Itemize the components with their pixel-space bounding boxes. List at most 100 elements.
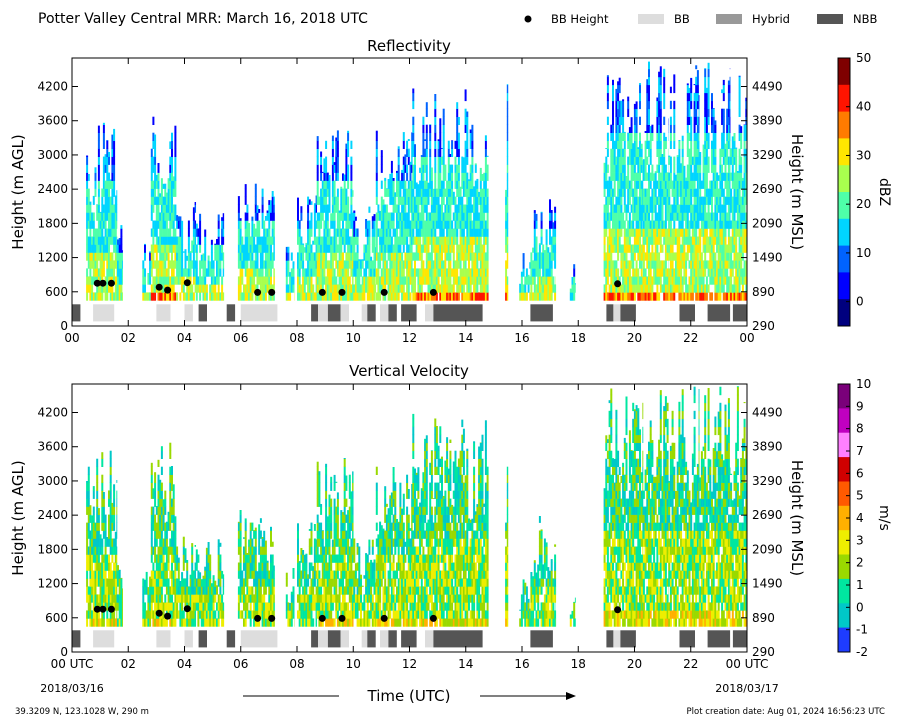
echo-cell xyxy=(360,259,362,261)
echo-cell xyxy=(659,180,662,189)
echo-cell xyxy=(693,284,696,293)
echo-cell xyxy=(673,212,676,221)
echo-cell xyxy=(412,252,415,261)
echo-cell xyxy=(414,144,416,149)
echo-cell xyxy=(456,220,459,229)
echo-cell xyxy=(727,172,730,181)
echo-cell xyxy=(159,276,162,285)
echo-cell xyxy=(633,156,636,165)
echo-cell xyxy=(150,156,153,165)
echo-period xyxy=(285,246,295,301)
echo-cell xyxy=(668,188,671,197)
echo-cell xyxy=(320,284,323,293)
echo-cell xyxy=(441,236,443,245)
echo-cell xyxy=(248,292,251,301)
echo-cell xyxy=(686,83,689,86)
echo-cell xyxy=(610,180,613,189)
echo-cell xyxy=(654,172,657,181)
echo-cell xyxy=(695,172,698,181)
echo-cell xyxy=(680,164,683,173)
echo-cell xyxy=(690,212,693,221)
echo-cell xyxy=(612,260,614,269)
echo-cell xyxy=(466,244,469,253)
echo-cell xyxy=(174,292,177,301)
echo-cell xyxy=(620,108,623,117)
echo-cell xyxy=(99,292,102,301)
y-tick-label: 2400 xyxy=(37,182,68,196)
echo-cell xyxy=(442,260,445,269)
echo-cell xyxy=(270,292,272,301)
echo-cell xyxy=(644,196,647,205)
echo-cell xyxy=(442,188,445,197)
echo-cell xyxy=(663,84,666,94)
echo-cell xyxy=(429,292,432,301)
echo-cell xyxy=(411,180,413,189)
echo-cell xyxy=(354,252,357,261)
echo-cell xyxy=(603,244,606,253)
echo-cell xyxy=(481,252,484,261)
echo-cell xyxy=(696,220,699,229)
echo-cell xyxy=(663,92,666,102)
echo-cell xyxy=(454,180,457,189)
echo-cell xyxy=(712,108,715,117)
echo-cell xyxy=(693,124,696,133)
echo-cell xyxy=(705,172,708,181)
echo-cell xyxy=(637,284,640,293)
echo-cell xyxy=(505,292,508,301)
echo-cell xyxy=(484,284,487,293)
echo-cell xyxy=(92,570,95,579)
echo-cell xyxy=(113,276,116,285)
echo-cell xyxy=(633,212,636,221)
echo-cell xyxy=(730,260,733,269)
echo-cell xyxy=(192,228,195,237)
echo-cell xyxy=(612,108,614,117)
echo-cell xyxy=(352,252,354,261)
echo-cell xyxy=(419,236,422,245)
echo-cell xyxy=(365,284,368,293)
echo-cell xyxy=(648,212,650,221)
echo-cell xyxy=(292,268,295,277)
echo-cell xyxy=(608,260,611,269)
echo-cell xyxy=(623,252,626,261)
echo-cell xyxy=(432,188,435,197)
echo-cell xyxy=(261,276,264,285)
echo-cell xyxy=(427,196,430,205)
echo-cell xyxy=(730,284,733,293)
echo-cell xyxy=(691,236,694,245)
echo-cell xyxy=(547,268,550,277)
echo-cell xyxy=(644,212,647,221)
echo-cell xyxy=(727,164,730,173)
echo-cell xyxy=(396,188,398,197)
echo-cell xyxy=(259,292,262,301)
echo-cell xyxy=(420,188,423,197)
echo-cell xyxy=(639,260,641,269)
echo-cell xyxy=(335,284,338,293)
echo-cell xyxy=(637,156,640,165)
echo-cell xyxy=(681,172,684,181)
echo-cell xyxy=(420,196,423,205)
echo-cell xyxy=(429,172,432,181)
echo-cell xyxy=(704,260,707,269)
echo-cell xyxy=(479,167,482,173)
echo-cell xyxy=(430,244,433,253)
echo-cell xyxy=(547,252,550,261)
echo-cell xyxy=(675,180,677,189)
echo-cell xyxy=(258,268,261,277)
echo-cell xyxy=(659,172,662,181)
echo-cell xyxy=(169,172,172,181)
echo-cell xyxy=(335,137,338,141)
echo-cell xyxy=(325,244,328,253)
echo-cell xyxy=(171,172,173,181)
echo-cell xyxy=(415,188,418,197)
echo-cell xyxy=(637,236,640,245)
echo-cell xyxy=(686,108,689,117)
echo-cell xyxy=(664,276,667,285)
echo-cell xyxy=(474,276,477,285)
echo-cell xyxy=(268,220,271,229)
echo-cell xyxy=(644,156,647,165)
echo-cell xyxy=(741,292,744,301)
echo-cell xyxy=(420,204,423,213)
echo-cell xyxy=(654,204,657,213)
echo-cell xyxy=(401,228,404,237)
echo-cell xyxy=(97,220,100,229)
